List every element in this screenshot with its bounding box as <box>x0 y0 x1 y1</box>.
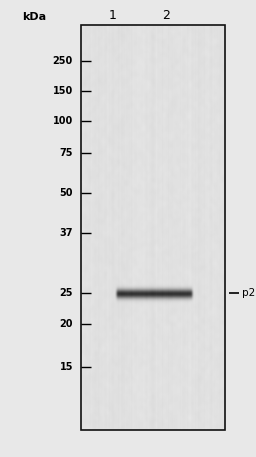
Text: 1: 1 <box>109 10 116 22</box>
Text: p21 Cip1: p21 Cip1 <box>242 288 256 298</box>
Text: 100: 100 <box>53 116 73 126</box>
Text: 75: 75 <box>59 148 73 158</box>
Text: 150: 150 <box>53 86 73 96</box>
Text: 20: 20 <box>59 319 73 329</box>
Text: 37: 37 <box>59 228 73 238</box>
Text: kDa: kDa <box>22 12 46 22</box>
Text: 50: 50 <box>59 188 73 198</box>
Text: 2: 2 <box>163 10 170 22</box>
Text: 15: 15 <box>59 362 73 372</box>
Text: 250: 250 <box>53 56 73 66</box>
Bar <box>81 25 225 430</box>
Text: 25: 25 <box>59 288 73 298</box>
